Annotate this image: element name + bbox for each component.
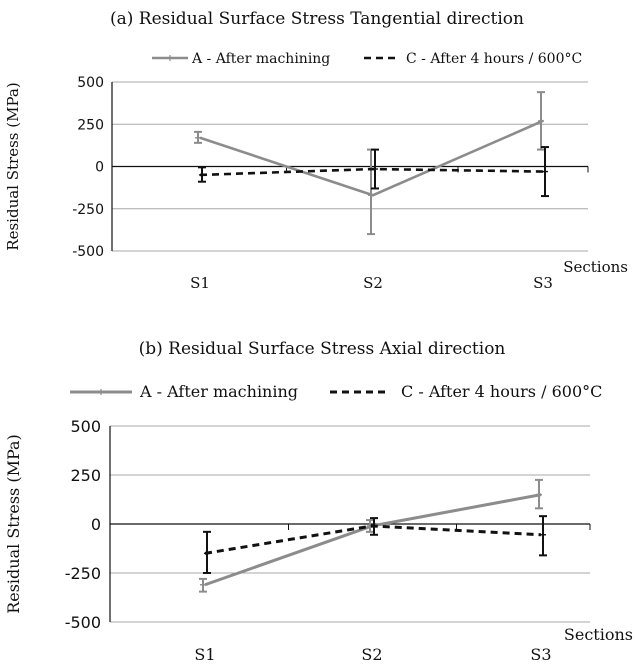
- y-tick-label: 0: [95, 160, 104, 176]
- error-bar: [199, 577, 207, 593]
- legend-label: C - After 4 hours / 600°C: [401, 382, 602, 401]
- chart-axial: (b) Residual Surface Stress Axial direct…: [4, 339, 633, 664]
- chart-title: (b) Residual Surface Stress Axial direct…: [139, 339, 506, 359]
- error-bar: [370, 517, 378, 536]
- chart-tangential: (a) Residual Surface Stress Tangential d…: [4, 9, 628, 292]
- y-tick-label: 0: [91, 515, 101, 534]
- error-bar: [367, 148, 375, 236]
- error-bar: [371, 148, 379, 190]
- x-category-label: S1: [194, 645, 215, 664]
- error-bar: [535, 478, 543, 510]
- x-category-label: S2: [361, 645, 382, 664]
- error-bar: [539, 515, 547, 557]
- x-category-label: S3: [533, 274, 553, 292]
- series-after-machining: [194, 91, 545, 236]
- series-after-heat-treatment: [198, 146, 549, 198]
- legend-item-after-machining: A - After machining: [70, 382, 298, 401]
- series-line: [204, 493, 542, 587]
- y-tick-label: 500: [70, 417, 101, 436]
- series-after-heat-treatment: [203, 515, 547, 574]
- x-category-label: S1: [190, 274, 210, 292]
- error-bar: [203, 530, 211, 574]
- legend-item-after-heat: C - After 4 hours / 600°C: [364, 51, 582, 67]
- y-axis-label: Residual Stress (MPa): [4, 82, 22, 250]
- y-tick-label: 250: [70, 466, 101, 485]
- y-tick-label: 250: [77, 117, 104, 133]
- legend-item-after-heat: C - After 4 hours / 600°C: [330, 382, 602, 401]
- y-tick-label: -250: [65, 564, 101, 583]
- error-bar: [541, 146, 549, 198]
- error-bar: [198, 166, 206, 183]
- y-tick-label: -500: [72, 244, 104, 260]
- y-tick-label: 500: [77, 75, 104, 91]
- x-axis-label: Sections: [563, 258, 628, 276]
- legend-item-after-machining: A - After machining: [152, 51, 330, 67]
- x-axis-label: Sections: [564, 625, 633, 644]
- legend-label: A - After machining: [139, 382, 298, 401]
- y-axis-label: Residual Stress (MPa): [4, 434, 23, 614]
- error-bar: [366, 519, 374, 533]
- y-tick-label: -250: [72, 202, 104, 218]
- chart-title: (a) Residual Surface Stress Tangential d…: [110, 9, 524, 29]
- legend-label: C - After 4 hours / 600°C: [406, 51, 582, 67]
- x-category-label: S3: [530, 645, 551, 664]
- legend-label: A - After machining: [191, 51, 330, 67]
- error-bar: [537, 91, 545, 151]
- y-tick-label: -500: [65, 613, 101, 632]
- error-bar: [194, 130, 202, 144]
- x-category-label: S2: [363, 274, 383, 292]
